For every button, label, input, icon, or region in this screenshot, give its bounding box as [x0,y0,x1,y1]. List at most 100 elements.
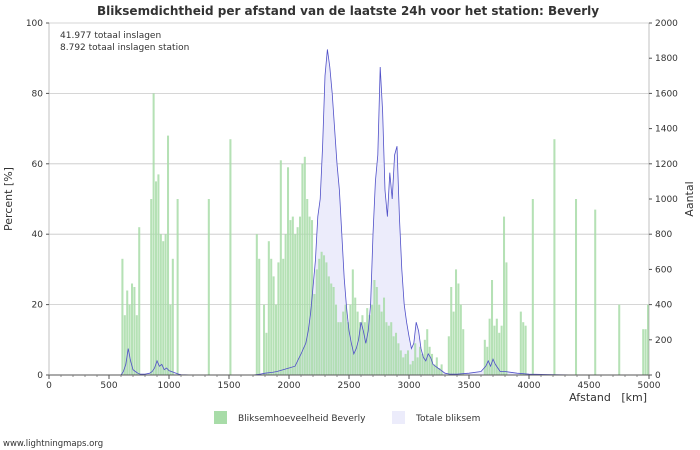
y-left-tick-label: 80 [32,89,44,99]
bar [553,139,556,375]
bar [157,174,160,375]
bar [378,304,381,375]
bar [404,353,407,375]
bar [308,216,311,375]
bar [301,163,304,375]
bar [495,318,498,375]
bar [303,156,306,375]
bar [575,199,578,375]
bar [416,357,419,375]
grid-lines [49,22,649,306]
bar [351,269,354,375]
bar [207,199,210,375]
bar [426,329,429,375]
legend-area-label: Totale bliksem [415,414,480,424]
bar [407,350,410,375]
y-right-tick-label: 1800 [655,54,678,64]
bar [421,353,424,375]
y-right-tick-label: 1600 [655,89,678,99]
bar [135,315,138,375]
plot-area [49,23,649,375]
station-bars [121,93,650,376]
bar [277,262,280,375]
legend-bar-label: Bliksemhoeveelheid Beverly [238,414,366,424]
bar [371,304,374,375]
bar [395,332,398,375]
bar [402,357,405,375]
bar [284,234,287,375]
bar [368,315,371,375]
bar [486,346,489,375]
bar [155,181,158,375]
bar [440,364,443,375]
bar [287,167,290,375]
y-right-tick-label: 2000 [655,19,678,29]
bar [133,287,136,375]
bar [491,280,494,375]
bar [459,304,462,375]
bar [354,297,357,375]
bar [363,322,366,375]
bar [409,364,412,375]
bar [503,216,506,375]
y-right-tick-label: 1000 [655,195,678,205]
bar [323,255,326,375]
bar [390,322,393,375]
bar [431,353,434,375]
bar [270,258,273,375]
y-left-tick-label: 40 [32,230,44,240]
bar [306,199,309,375]
bar [159,234,162,375]
bar [289,220,292,375]
bar [327,276,330,375]
legend-area-swatch [392,411,405,424]
bar [164,234,167,375]
bar [397,343,400,375]
bar [176,199,179,375]
bar [447,336,450,375]
bar [265,332,268,375]
bar [488,318,491,375]
bar [347,322,350,375]
y-right-label: Aantal [683,181,696,216]
x-tick-label: 5000 [638,381,661,391]
bar [435,357,438,375]
bar [462,329,465,375]
x-tick-label: 500 [100,381,117,391]
bar [505,262,508,375]
bar [332,287,335,375]
bar [385,322,388,375]
bar [325,262,328,375]
bar [419,346,422,375]
x-tick-label: 1000 [158,381,181,391]
bar [361,315,364,375]
bar [296,227,299,375]
bar [138,227,141,375]
bar [279,160,282,375]
y-right-tick-label: 800 [655,230,672,240]
y-right-tick-label: 1200 [655,160,678,170]
bar [524,325,527,375]
bar [313,294,316,375]
bar [294,234,297,375]
x-tick-label: 3500 [458,381,481,391]
bar [162,241,165,375]
bar [299,216,302,375]
x-tick-label: 0 [46,381,52,391]
x-tick-label: 2500 [338,381,361,391]
y-right-tick-label: 600 [655,265,672,275]
chart-title: Bliksemdichtheid per afstand van de laat… [97,4,599,18]
y-right-tick-label: 200 [655,336,672,346]
legend-bar-swatch [214,411,227,424]
bar [171,258,174,375]
bar [414,343,417,375]
x-tick-label: 1500 [218,381,241,391]
bar [428,346,431,375]
bar [642,329,645,375]
bar [359,322,362,375]
bar [383,297,386,375]
bar [531,199,534,375]
bar [423,339,426,375]
bar [315,269,318,375]
bar [121,258,124,375]
